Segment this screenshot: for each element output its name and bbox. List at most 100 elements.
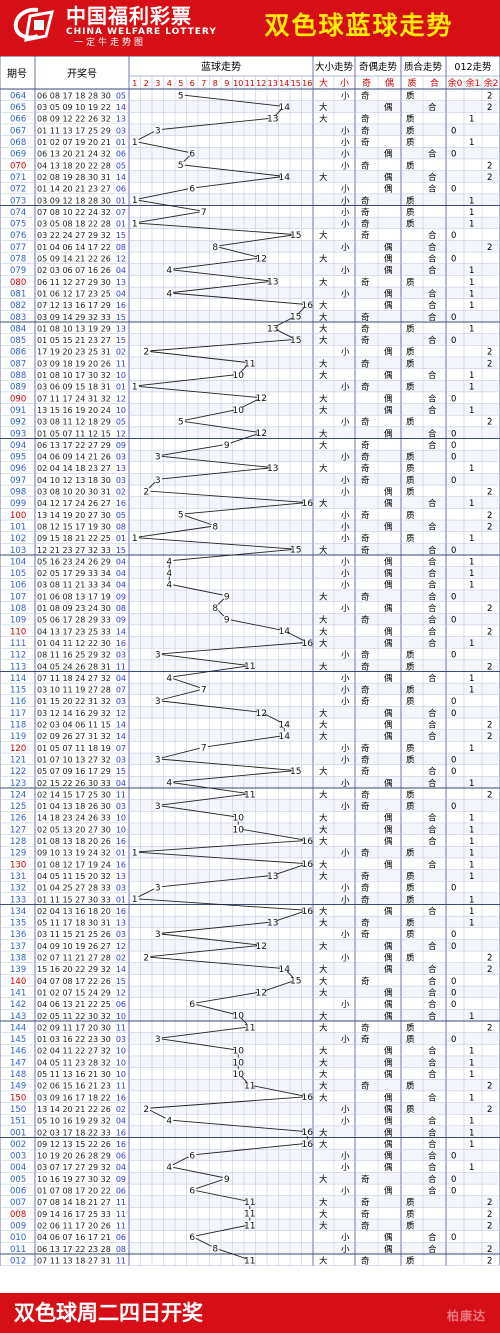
row-tint: [129, 193, 500, 206]
blue-ball-value: 16: [116, 1140, 126, 1149]
blue-ball-point: [165, 777, 174, 787]
blue-ball-point: [268, 323, 277, 333]
blue-ball-value: 15: [116, 231, 126, 240]
blue-ball-label: 16: [302, 301, 314, 311]
red-balls: 01 04 06 14 17 22: [37, 243, 111, 252]
parity-mark: 奇: [361, 323, 370, 334]
blue-ball-point: [165, 265, 174, 274]
blue-ball-value: 06: [116, 1152, 126, 1161]
issue-number: 104: [10, 557, 26, 567]
blue-ball-value: 15: [116, 546, 126, 555]
mod3-mark: 0: [451, 697, 456, 707]
blue-ball-point: [245, 1197, 254, 1206]
red-balls: 09 15 18 21 22 25: [37, 534, 111, 543]
blue-ball-point: [303, 1127, 312, 1136]
size-mark: 小: [341, 137, 350, 148]
size-mark: 大: [319, 708, 328, 719]
blue-ball-value: 01: [116, 196, 126, 205]
mod3-mark: 1: [469, 837, 474, 847]
mod3-mark: 2: [487, 161, 492, 171]
parity-mark: 奇: [361, 591, 370, 602]
mod3-mark: 1: [469, 779, 474, 789]
size-mark: 大: [319, 918, 328, 929]
parity-mark: 奇: [361, 929, 370, 940]
red-balls: 02 15 22 26 30 33: [37, 779, 111, 788]
size-mark: 大: [319, 323, 328, 334]
blue-ball-point: [257, 941, 266, 950]
issue-number: 098: [10, 488, 26, 498]
parity-mark: 奇: [361, 312, 370, 323]
issue-number: 077: [10, 243, 26, 253]
blue-ball-point: [130, 218, 139, 228]
size-mark: 大: [319, 987, 328, 998]
row-tint: [129, 1195, 500, 1208]
blue-ball-label: 15: [290, 977, 301, 987]
blue-ball-point: [291, 335, 300, 344]
size-mark: 大: [319, 335, 328, 346]
parity-mark: 奇: [361, 452, 370, 463]
blue-ball-label: 14: [279, 103, 291, 113]
blue-ball-value: 08: [116, 522, 126, 531]
mod3-mark: 2: [487, 965, 492, 975]
mod3-mark: 0: [451, 802, 456, 812]
blue-ball-label: 15: [290, 313, 301, 323]
blue-ball-point: [257, 253, 266, 263]
issue-number: 084: [10, 324, 26, 334]
size-mark: 大: [319, 766, 328, 777]
size-mark: 大: [319, 720, 328, 731]
prime-mark: 质: [406, 347, 415, 358]
mod3-mark: 0: [451, 394, 456, 404]
parity-mark: 奇: [361, 207, 370, 218]
parity-mark: 偶: [384, 1127, 393, 1138]
prime-mark: 合: [428, 603, 437, 614]
blue-ball-value: 16: [116, 639, 126, 648]
red-balls: 04 06 07 16 17 21: [37, 1233, 111, 1242]
blue-ball-label: 2: [143, 953, 149, 963]
blue-ball-label: 3: [155, 755, 161, 765]
issue-number: 066: [10, 115, 26, 125]
blue-ball-point: [245, 661, 254, 670]
size-mark: 大: [319, 230, 328, 241]
column-header-mod3: 012走势: [454, 61, 492, 73]
red-balls: 01 15 20 22 31 32: [37, 697, 111, 706]
issue-number: 116: [10, 697, 26, 707]
blue-ball-label: 15: [290, 767, 301, 777]
row-tint: [129, 147, 500, 159]
mod3-mark: 2: [487, 1105, 492, 1115]
size-mark: 小: [341, 219, 350, 230]
blue-ball-value: 03: [116, 1035, 126, 1044]
parity-mark: 偶: [384, 172, 393, 183]
red-balls: 01 04 13 18 26 30: [37, 802, 111, 811]
issue-number: 099: [10, 499, 26, 509]
parity-mark: 偶: [384, 1162, 393, 1173]
row-tint: [129, 123, 500, 136]
issue-number: 145: [10, 1035, 26, 1045]
blue-ball-point: [142, 346, 151, 356]
blue-ball-value: 16: [116, 1093, 126, 1102]
prime-mark: 质: [406, 219, 415, 230]
size-mark: 大: [319, 1127, 328, 1138]
blue-ball-label: 4: [166, 1163, 172, 1173]
parity-mark: 偶: [384, 1104, 393, 1115]
parity-mark: 奇: [361, 475, 370, 486]
parity-mark: 偶: [384, 370, 393, 381]
issue-number: 144: [10, 1023, 26, 1033]
red-balls: 08 12 15 17 19 30: [37, 522, 111, 531]
parity-mark: 偶: [384, 987, 393, 998]
parity-mark: 偶: [384, 906, 393, 917]
prime-mark: 质: [406, 90, 415, 101]
prime-mark: 质: [406, 195, 415, 206]
prime-mark: 合: [428, 405, 437, 416]
parity-mark: 偶: [384, 556, 393, 567]
issue-number: 001: [10, 1128, 26, 1138]
blue-ball-label: 3: [155, 126, 161, 136]
red-balls: 15 16 20 22 29 32: [37, 965, 111, 974]
blue-ball-label: 11: [244, 1210, 255, 1220]
mod3-mark: 1: [469, 534, 474, 544]
mod3-mark: 0: [451, 441, 456, 451]
prime-mark: 合: [428, 638, 437, 649]
blue-ball-value: 01: [116, 849, 126, 858]
prime-mark: 合: [428, 102, 437, 113]
blue-ball-value: 07: [116, 686, 126, 695]
red-balls: 01 04 25 27 28 33: [37, 884, 111, 893]
